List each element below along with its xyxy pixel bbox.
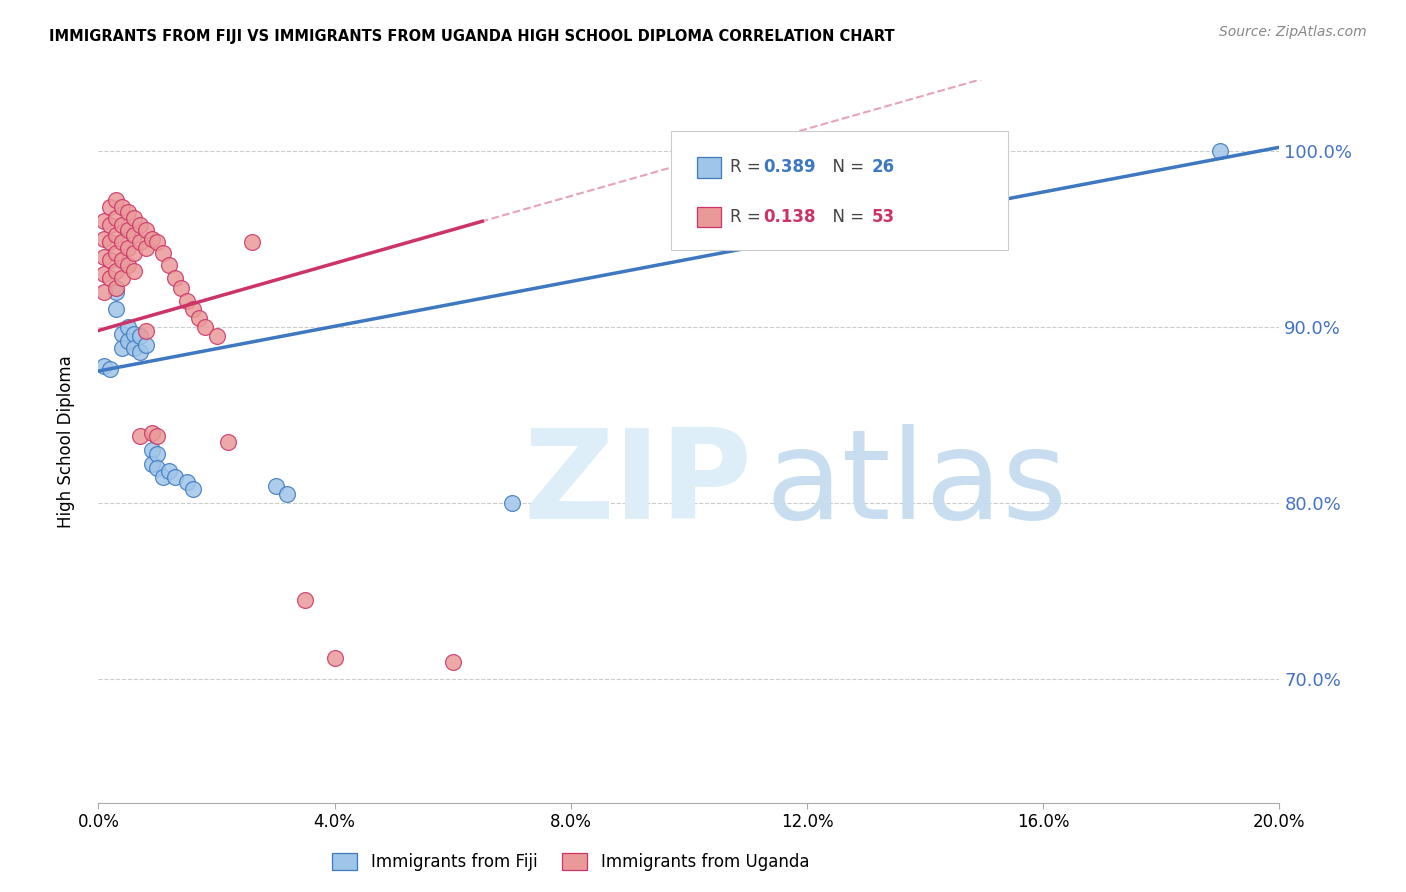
Point: [152, 470, 174, 484]
Point: [117, 205, 139, 219]
Point: [276, 487, 298, 501]
Point: [176, 475, 198, 489]
Point: [128, 235, 150, 250]
Point: [111, 270, 134, 285]
Text: R =: R =: [730, 208, 766, 226]
Point: [105, 211, 128, 225]
Point: [105, 263, 128, 277]
Point: [128, 218, 150, 232]
Point: [205, 328, 228, 343]
Text: ZIP: ZIP: [523, 425, 752, 545]
Point: [98, 235, 121, 250]
Point: [122, 263, 145, 277]
Point: [98, 253, 121, 268]
Point: [135, 324, 157, 338]
Text: R =: R =: [730, 159, 766, 177]
Point: [165, 270, 187, 285]
Point: [111, 341, 134, 355]
Point: [93, 232, 115, 246]
Text: 53: 53: [872, 208, 896, 226]
Point: [217, 434, 239, 449]
Point: [141, 443, 163, 458]
Point: [165, 470, 187, 484]
Text: 0.389: 0.389: [763, 159, 815, 177]
Point: [117, 334, 139, 348]
Bar: [697, 207, 721, 227]
FancyBboxPatch shape: [671, 131, 1008, 250]
Text: 26: 26: [872, 159, 896, 177]
Point: [122, 246, 145, 260]
Point: [105, 193, 128, 207]
Point: [105, 285, 128, 299]
Point: [170, 281, 193, 295]
Point: [122, 228, 145, 243]
Point: [146, 429, 169, 443]
Point: [117, 320, 139, 334]
Point: [128, 429, 150, 443]
Text: atlas: atlas: [766, 425, 1067, 545]
Point: [98, 270, 121, 285]
Point: [111, 235, 134, 250]
Point: [122, 326, 145, 341]
Point: [141, 232, 163, 246]
Point: [141, 458, 163, 472]
Point: [294, 593, 316, 607]
Point: [135, 241, 157, 255]
Point: [240, 235, 263, 250]
Point: [98, 218, 121, 232]
Point: [1209, 144, 1232, 158]
Point: [105, 228, 128, 243]
Point: [122, 341, 145, 355]
Text: N =: N =: [823, 208, 870, 226]
Point: [146, 235, 169, 250]
Legend: Immigrants from Fiji, Immigrants from Uganda: Immigrants from Fiji, Immigrants from Ug…: [326, 846, 815, 878]
Text: IMMIGRANTS FROM FIJI VS IMMIGRANTS FROM UGANDA HIGH SCHOOL DIPLOMA CORRELATION C: IMMIGRANTS FROM FIJI VS IMMIGRANTS FROM …: [49, 29, 894, 44]
Point: [105, 302, 128, 317]
Point: [441, 655, 464, 669]
Point: [128, 344, 150, 359]
Point: [187, 311, 209, 326]
Point: [93, 267, 115, 281]
Point: [105, 246, 128, 260]
Point: [117, 223, 139, 237]
Point: [111, 200, 134, 214]
Y-axis label: High School Diploma: High School Diploma: [56, 355, 75, 528]
Point: [181, 482, 204, 496]
Point: [98, 200, 121, 214]
Point: [141, 425, 163, 440]
Bar: [697, 157, 721, 178]
Point: [93, 250, 115, 264]
Text: Source: ZipAtlas.com: Source: ZipAtlas.com: [1219, 25, 1367, 39]
Point: [98, 362, 121, 376]
Point: [117, 241, 139, 255]
Text: 0.138: 0.138: [763, 208, 815, 226]
Point: [93, 285, 115, 299]
Point: [194, 320, 217, 334]
Point: [264, 478, 287, 492]
Point: [111, 326, 134, 341]
Point: [146, 461, 169, 475]
Point: [146, 447, 169, 461]
Point: [135, 337, 157, 351]
Point: [128, 328, 150, 343]
Text: N =: N =: [823, 159, 870, 177]
Point: [181, 302, 204, 317]
Point: [323, 651, 346, 665]
Point: [152, 246, 174, 260]
Point: [157, 258, 180, 272]
Point: [176, 293, 198, 308]
Point: [111, 253, 134, 268]
Point: [501, 496, 523, 510]
Point: [93, 359, 115, 373]
Point: [105, 281, 128, 295]
Point: [135, 223, 157, 237]
Point: [157, 465, 180, 479]
Point: [93, 214, 115, 228]
Point: [111, 218, 134, 232]
Point: [117, 258, 139, 272]
Point: [122, 211, 145, 225]
